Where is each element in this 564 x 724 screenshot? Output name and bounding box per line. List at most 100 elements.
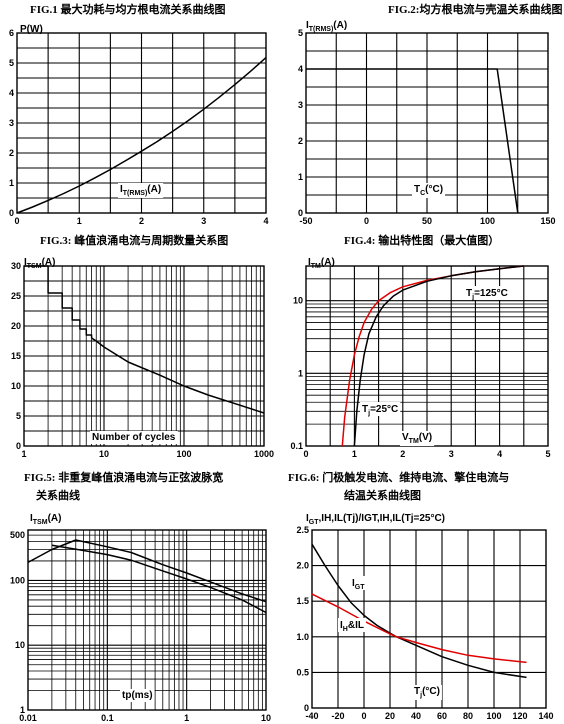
fig6-ytick-label: 0: [304, 703, 309, 713]
fig6-xtick-label: 80: [463, 711, 473, 721]
fig4-xtick-label: 5: [545, 449, 550, 459]
fig3-ytick-label: 30: [11, 261, 21, 271]
fig1-ytick-label: 6: [9, 28, 14, 38]
fig5-xtick-label: 10: [261, 713, 271, 723]
fig6-ylabel-tail: ,IH,IL(Tj)/IGT,IH,IL(Tj=25°C): [319, 513, 446, 524]
fig3-xtick-label: 1000: [254, 449, 274, 459]
fig2-ylabel-sub: T(RMS): [309, 26, 334, 33]
fig1-xtick-label: 4: [263, 216, 268, 226]
fig6-annotation-1: IGT: [352, 578, 365, 591]
fig2-ytick-label: 2: [298, 136, 303, 146]
fig5-xtick-label: 0.01: [19, 713, 37, 723]
fig6-xtick-label: 120: [512, 711, 527, 721]
fig2-xlabel-sub: C: [420, 190, 425, 197]
fig6-xlabel: Tj(°C): [414, 686, 440, 699]
fig4-xlabel-main: V: [402, 432, 409, 443]
fig1-ytick-label: 4: [9, 88, 14, 98]
fig4-title: FIG.4: 输出特性图（最大值图）: [344, 233, 499, 247]
fig1-ytick-label: 5: [9, 58, 14, 68]
fig4-ylabel-main: I: [308, 257, 311, 268]
fig4-annotation-1-main: T: [466, 288, 472, 299]
fig6-ytick-label: 0.5: [296, 667, 309, 677]
fig4-ylabel-tail: (A): [321, 257, 335, 268]
fig2-xtick-label: 0: [364, 216, 369, 226]
fig2-xlabel-main: T: [414, 184, 420, 195]
fig4-annotation-bg: [464, 286, 510, 300]
fig6-series-line-2: [311, 593, 527, 664]
fig3-ylabel-main: I: [24, 257, 27, 268]
fig4-xlabel: VTM(V): [402, 432, 432, 445]
fig3-ytick-label: 0: [16, 441, 21, 451]
fig4-xtick-label: 2: [400, 449, 405, 459]
fig6-xlabel-bg: [412, 685, 442, 700]
fig2-ylabel: IT(RMS)(A): [306, 20, 347, 33]
fig6-xtick-label: 140: [538, 711, 553, 721]
fig2-xlabel-bg: [412, 183, 446, 198]
fig4-xtick-label: 3: [449, 449, 454, 459]
fig3-ytick-label: 5: [16, 411, 21, 421]
fig5-ylabel-main: I: [30, 513, 33, 524]
fig4-series-line-2: [353, 265, 524, 447]
fig5-title-line2: 关系曲线: [36, 488, 80, 502]
fig6-ytick-label: 1.5: [296, 596, 309, 606]
fig5-ytick-label: 1: [20, 705, 25, 715]
fig4-annotation-bg: [360, 402, 401, 416]
fig5-xlabel-bg: [120, 689, 155, 702]
fig4-ytick-label: 10: [293, 296, 303, 306]
fig2-ylabel-main: I: [306, 20, 309, 31]
fig3-ylabel: ITSM(A): [24, 257, 55, 270]
fig6-ytick-label: 1.0: [296, 632, 309, 642]
fig6-annotation-2-main: I: [340, 620, 343, 631]
fig5-ytick-label: 500: [10, 530, 25, 540]
fig2-ytick-label: 0: [298, 208, 303, 218]
fig2-ytick-label: 4: [298, 64, 303, 74]
fig6-ytick-label: 2.5: [296, 525, 309, 535]
fig1-xlabel-tail: (A): [147, 184, 161, 195]
fig4-xtick-label: 0: [303, 449, 308, 459]
fig4-annotation-1-tail: =125°C: [474, 288, 508, 299]
fig3-xlabel: Number of cycles: [92, 432, 176, 443]
fig6-annotation-1-sub: GT: [355, 584, 365, 591]
fig3-ytick-label: 20: [11, 321, 21, 331]
fig2-ylabel-tail: (A): [333, 20, 347, 31]
fig6-annotation-1-main: I: [352, 578, 355, 589]
fig6-ylabel-sub: GT: [309, 519, 319, 526]
fig2-ytick-label: 3: [298, 100, 303, 110]
fig1-xtick-label: 1: [77, 216, 82, 226]
fig6-annotation-bg: [350, 576, 368, 590]
fig5-frame: [27, 529, 267, 711]
fig2-xlabel: TC(°C): [414, 184, 443, 197]
fig3-series-line-1: [24, 265, 265, 414]
fig1-xlabel-sub: T(RMS): [123, 190, 148, 197]
fig5-ylabel: ITSM(A): [30, 513, 61, 526]
fig6-xlabel-main: T: [414, 686, 420, 697]
fig1-title: FIG.1 最大功耗与均方根电流关系曲线图: [30, 2, 226, 16]
fig5-ylabel-sub: TSM: [33, 519, 48, 526]
fig1-ytick-label: 0: [9, 208, 14, 218]
fig1-frame: [16, 32, 267, 214]
fig6-xtick-label: 60: [437, 711, 447, 721]
fig3-xtick-label: 100: [176, 449, 191, 459]
fig4-annotation-1: Tj=125°C: [466, 288, 508, 301]
fig3-frame: [23, 265, 265, 447]
fig6-xlabel-tail: (°C): [422, 686, 440, 697]
fig5-series-line-1: [27, 539, 267, 603]
fig5-ytick-label: 10: [15, 640, 25, 650]
fig4-xlabel-sub: TM: [409, 438, 419, 445]
fig5-title: FIG.5: 非重复峰值浪涌电流与正弦波脉宽: [24, 470, 223, 484]
fig3-grid: [24, 266, 264, 446]
fig2-xtick-label: 150: [540, 216, 555, 226]
fig4-ytick-label: 1: [298, 368, 303, 378]
fig1-ylabel-main: P: [20, 24, 27, 35]
fig3-title: FIG.3: 峰值浪涌电流与周期数量关系图: [40, 233, 228, 247]
fig5-ylabel-tail: (A): [48, 513, 62, 524]
fig1-ytick-label: 2: [9, 148, 14, 158]
fig4-xlabel-tail: (V): [419, 432, 432, 443]
fig4-annotation-2-main: T: [362, 404, 368, 415]
fig1-grid: [17, 33, 266, 213]
fig4-ylabel: ITM(A): [308, 257, 335, 270]
